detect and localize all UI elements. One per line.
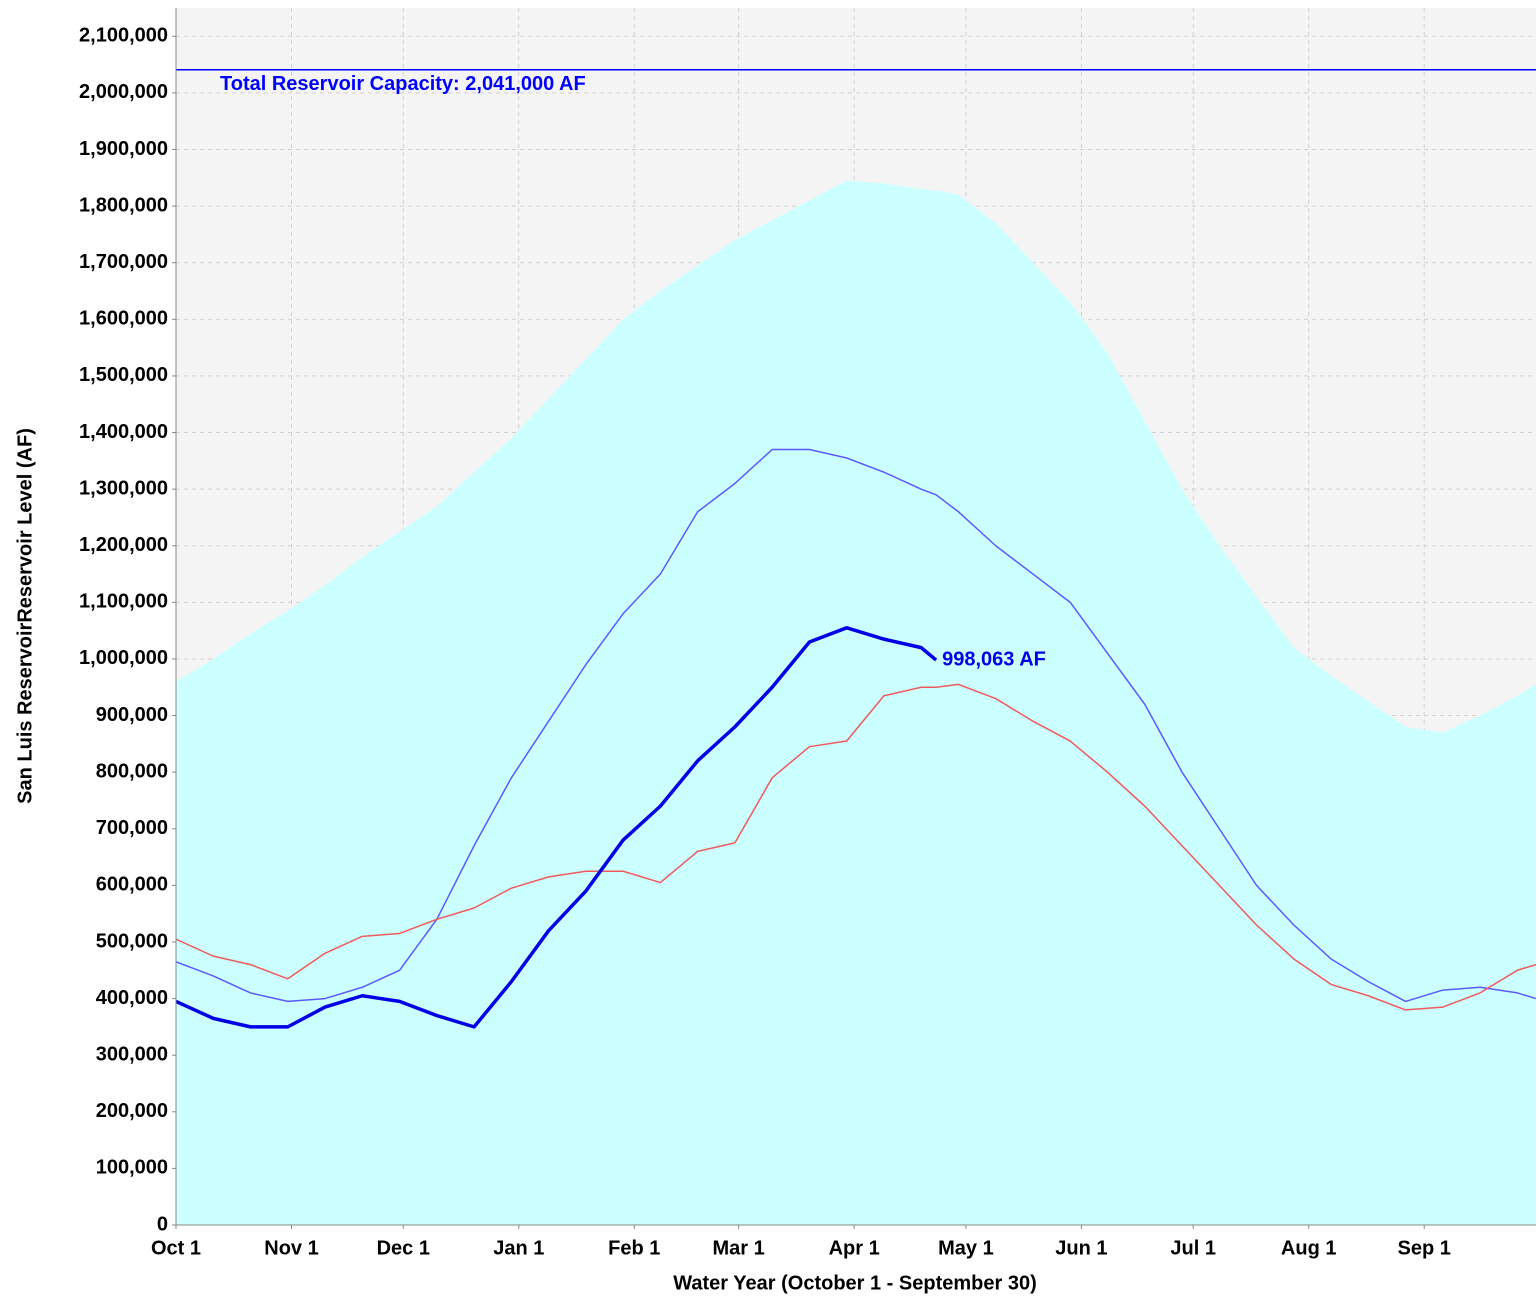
y-tick-label: 200,000 xyxy=(96,1100,168,1122)
y-tick-label: 100,000 xyxy=(96,1157,168,1179)
capacity-label: Total Reservoir Capacity: 2,041,000 AF xyxy=(220,73,586,95)
area xyxy=(176,180,1536,1226)
y-tick-label: 800,000 xyxy=(96,760,168,782)
y-tick-label: 1,700,000 xyxy=(79,251,168,273)
x-tick-label: Jul 1 xyxy=(1170,1237,1216,1259)
x-tick-label: Sep 1 xyxy=(1398,1237,1451,1259)
data-label: 998,063 AF xyxy=(942,648,1046,670)
line xyxy=(175,626,938,1029)
y-tick-label: 2,100,000 xyxy=(79,25,168,47)
y-tick-label: 1,500,000 xyxy=(79,364,168,386)
y-tick-label: 700,000 xyxy=(96,817,168,839)
x-axis-label: Water Year (October 1 - September 30) xyxy=(673,1272,1036,1294)
x-tick-label: Dec 1 xyxy=(377,1237,430,1259)
y-tick-label: 1,900,000 xyxy=(79,138,168,160)
y-tick-label: 1,000,000 xyxy=(79,647,168,669)
x-tick-label: Jan 1 xyxy=(493,1237,544,1259)
y-tick-label: 1,600,000 xyxy=(79,308,168,330)
line xyxy=(175,448,1537,1003)
y-tick-label: 2,000,000 xyxy=(79,81,168,103)
y-axis-label: San Luis ReservoirReservoir Level (AF) xyxy=(14,428,36,804)
x-tick-label: Feb 1 xyxy=(608,1237,660,1259)
x-tick-label: Mar 1 xyxy=(713,1237,765,1259)
y-tick-label: 1,200,000 xyxy=(79,534,168,556)
y-tick-label: 1,400,000 xyxy=(79,421,168,443)
x-tick-label: Oct 1 xyxy=(151,1237,201,1259)
x-tick-label: Aug 1 xyxy=(1281,1237,1337,1259)
y-tick-label: 600,000 xyxy=(96,874,168,896)
y-tick-label: 1,300,000 xyxy=(79,477,168,499)
y-tick-label: 0 xyxy=(157,1213,168,1235)
x-tick-label: May 1 xyxy=(938,1237,994,1259)
y-tick-label: 400,000 xyxy=(96,987,168,1009)
y-tick-label: 900,000 xyxy=(96,704,168,726)
line xyxy=(175,683,1537,1011)
y-tick-label: 500,000 xyxy=(96,930,168,952)
x-tick-label: Apr 1 xyxy=(829,1237,880,1259)
y-tick-label: 1,800,000 xyxy=(79,194,168,216)
y-tick-label: 300,000 xyxy=(96,1043,168,1065)
x-tick-label: Nov 1 xyxy=(264,1237,318,1259)
y-tick-label: 1,100,000 xyxy=(79,591,168,613)
x-tick-label: Jun 1 xyxy=(1055,1237,1107,1259)
